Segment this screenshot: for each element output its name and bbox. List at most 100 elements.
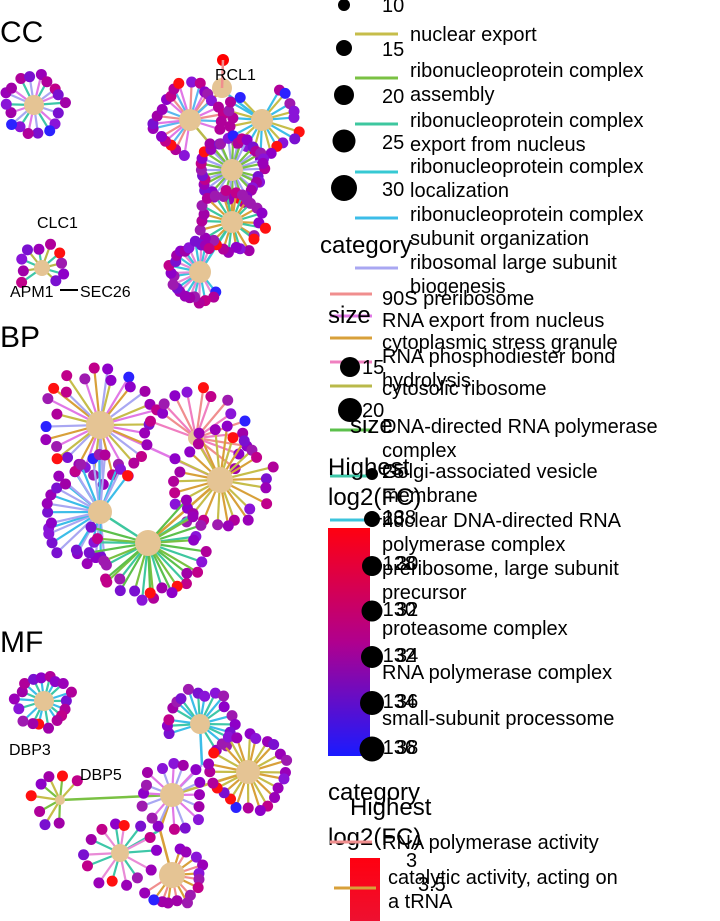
category-node — [207, 467, 233, 493]
category-label-line: subunit organization — [410, 228, 589, 250]
gene-node — [43, 722, 55, 734]
category-label-line: preribosome, large subunit — [382, 558, 619, 580]
category-node — [55, 795, 65, 805]
size-legend-value: 20 — [382, 86, 404, 108]
gene-node — [163, 714, 175, 726]
gene-node — [128, 457, 140, 469]
gene-node — [156, 582, 168, 594]
category-node — [88, 500, 112, 524]
gene-node — [243, 245, 255, 257]
gene-node — [40, 421, 52, 433]
gene-node — [115, 463, 127, 475]
size-legend-dot — [361, 600, 383, 622]
category-label-line: small-subunit processome — [382, 708, 614, 730]
size-legend-value: 30 — [382, 179, 404, 201]
gene-label-rcl1: RCL1 — [215, 67, 256, 84]
gene-node — [88, 362, 100, 374]
gene-node — [136, 800, 148, 812]
category-label-line: ribosomal large subunit — [410, 252, 617, 274]
gene-node — [139, 385, 151, 397]
gene-node — [57, 677, 69, 689]
gene-node — [141, 439, 153, 451]
gene-node — [51, 715, 63, 727]
gene-node — [122, 470, 134, 482]
category-label-line: RNA polymerase complex — [382, 662, 612, 684]
gene-node — [58, 268, 70, 280]
gene-label-dbp5: DBP5 — [80, 767, 122, 784]
category-label: RNA polymerase complex — [382, 662, 612, 684]
gene-node — [229, 718, 241, 730]
gene-node — [52, 107, 64, 119]
category-label-line: DNA-directed RNA polymerase — [382, 416, 658, 438]
gene-node — [5, 107, 17, 119]
category-node — [189, 261, 211, 283]
size-legend-value: 25 — [382, 132, 404, 154]
gene-node — [194, 776, 206, 788]
category-label-line: localization — [410, 180, 509, 202]
gene-node — [39, 819, 51, 831]
category-label: 90S preribosome — [382, 288, 534, 310]
gene-node — [53, 470, 65, 482]
network-edge — [150, 420, 197, 440]
gene-node — [52, 89, 64, 101]
gene-node — [60, 695, 72, 707]
size-legend-dot — [334, 85, 354, 105]
gene-node — [167, 279, 179, 291]
gene-node — [218, 701, 230, 713]
gene-node — [267, 461, 279, 473]
size-legend-dot — [361, 646, 383, 668]
gene-node — [203, 243, 215, 255]
gene-node — [192, 882, 204, 894]
gene-node — [192, 438, 204, 450]
gene-node — [261, 498, 273, 510]
gene-node — [175, 693, 187, 705]
size-legend-value: 34 — [396, 645, 418, 667]
gene-node — [181, 386, 193, 398]
category-label-line: hydrolysis — [382, 370, 471, 392]
gene-node — [21, 244, 33, 256]
category-label-line: export from nucleus — [410, 134, 586, 156]
gene-node — [193, 427, 205, 439]
gene-node — [25, 790, 37, 802]
fc-tick-label: -132 — [376, 645, 416, 667]
gene-node — [40, 434, 52, 446]
gene-node — [260, 482, 272, 494]
gene-node — [224, 120, 236, 132]
category-label: Golgi-associated vesicle membrane — [382, 461, 598, 507]
gene-node — [194, 77, 206, 89]
gene-node — [208, 234, 220, 246]
category-node — [24, 95, 44, 115]
category-node — [159, 862, 185, 888]
gene-node — [33, 243, 45, 255]
mf-category-legend-title: category — [328, 779, 420, 806]
category-legend-title: category — [320, 232, 412, 259]
gene-node — [198, 208, 210, 220]
gene-node — [114, 573, 126, 585]
gene-node — [56, 257, 68, 269]
gene-node — [225, 408, 237, 420]
fc-legend-title-line: log2(FC) — [328, 484, 421, 511]
gene-node — [102, 363, 114, 375]
gene-node — [168, 475, 180, 487]
gene-node — [141, 767, 153, 779]
gene-node — [199, 690, 211, 702]
gene-node — [192, 814, 204, 826]
size-legend-title: size — [328, 302, 371, 329]
category-label: DNA-directed RNA polymerase complex — [382, 416, 658, 462]
gene-node — [196, 556, 208, 568]
bp-panel-title: BP — [0, 321, 40, 354]
mf-fc-tick: 3 — [406, 850, 417, 872]
gene-node — [205, 95, 217, 107]
gene-node — [256, 207, 268, 219]
gene-node — [71, 775, 83, 787]
gene-node — [231, 732, 243, 744]
gene-node — [96, 823, 108, 835]
category-label-line: RNA export from nucleus — [382, 310, 604, 332]
gene-node — [139, 887, 151, 899]
size-legend-value: 25 — [382, 461, 404, 483]
category-label: small-subunit processome — [382, 708, 614, 730]
category-node — [34, 260, 50, 276]
category-label-line: cytosolic ribosome — [382, 378, 547, 400]
category-label-line: RNA phosphodiester bond — [382, 346, 616, 368]
gene-node — [193, 789, 205, 801]
